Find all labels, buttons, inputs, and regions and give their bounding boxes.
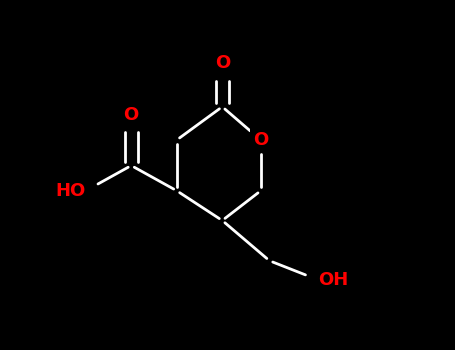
Text: O: O (124, 106, 139, 124)
Text: O: O (215, 54, 230, 72)
Text: HO: HO (56, 182, 86, 200)
Text: O: O (253, 131, 268, 149)
Text: OH: OH (318, 271, 349, 289)
